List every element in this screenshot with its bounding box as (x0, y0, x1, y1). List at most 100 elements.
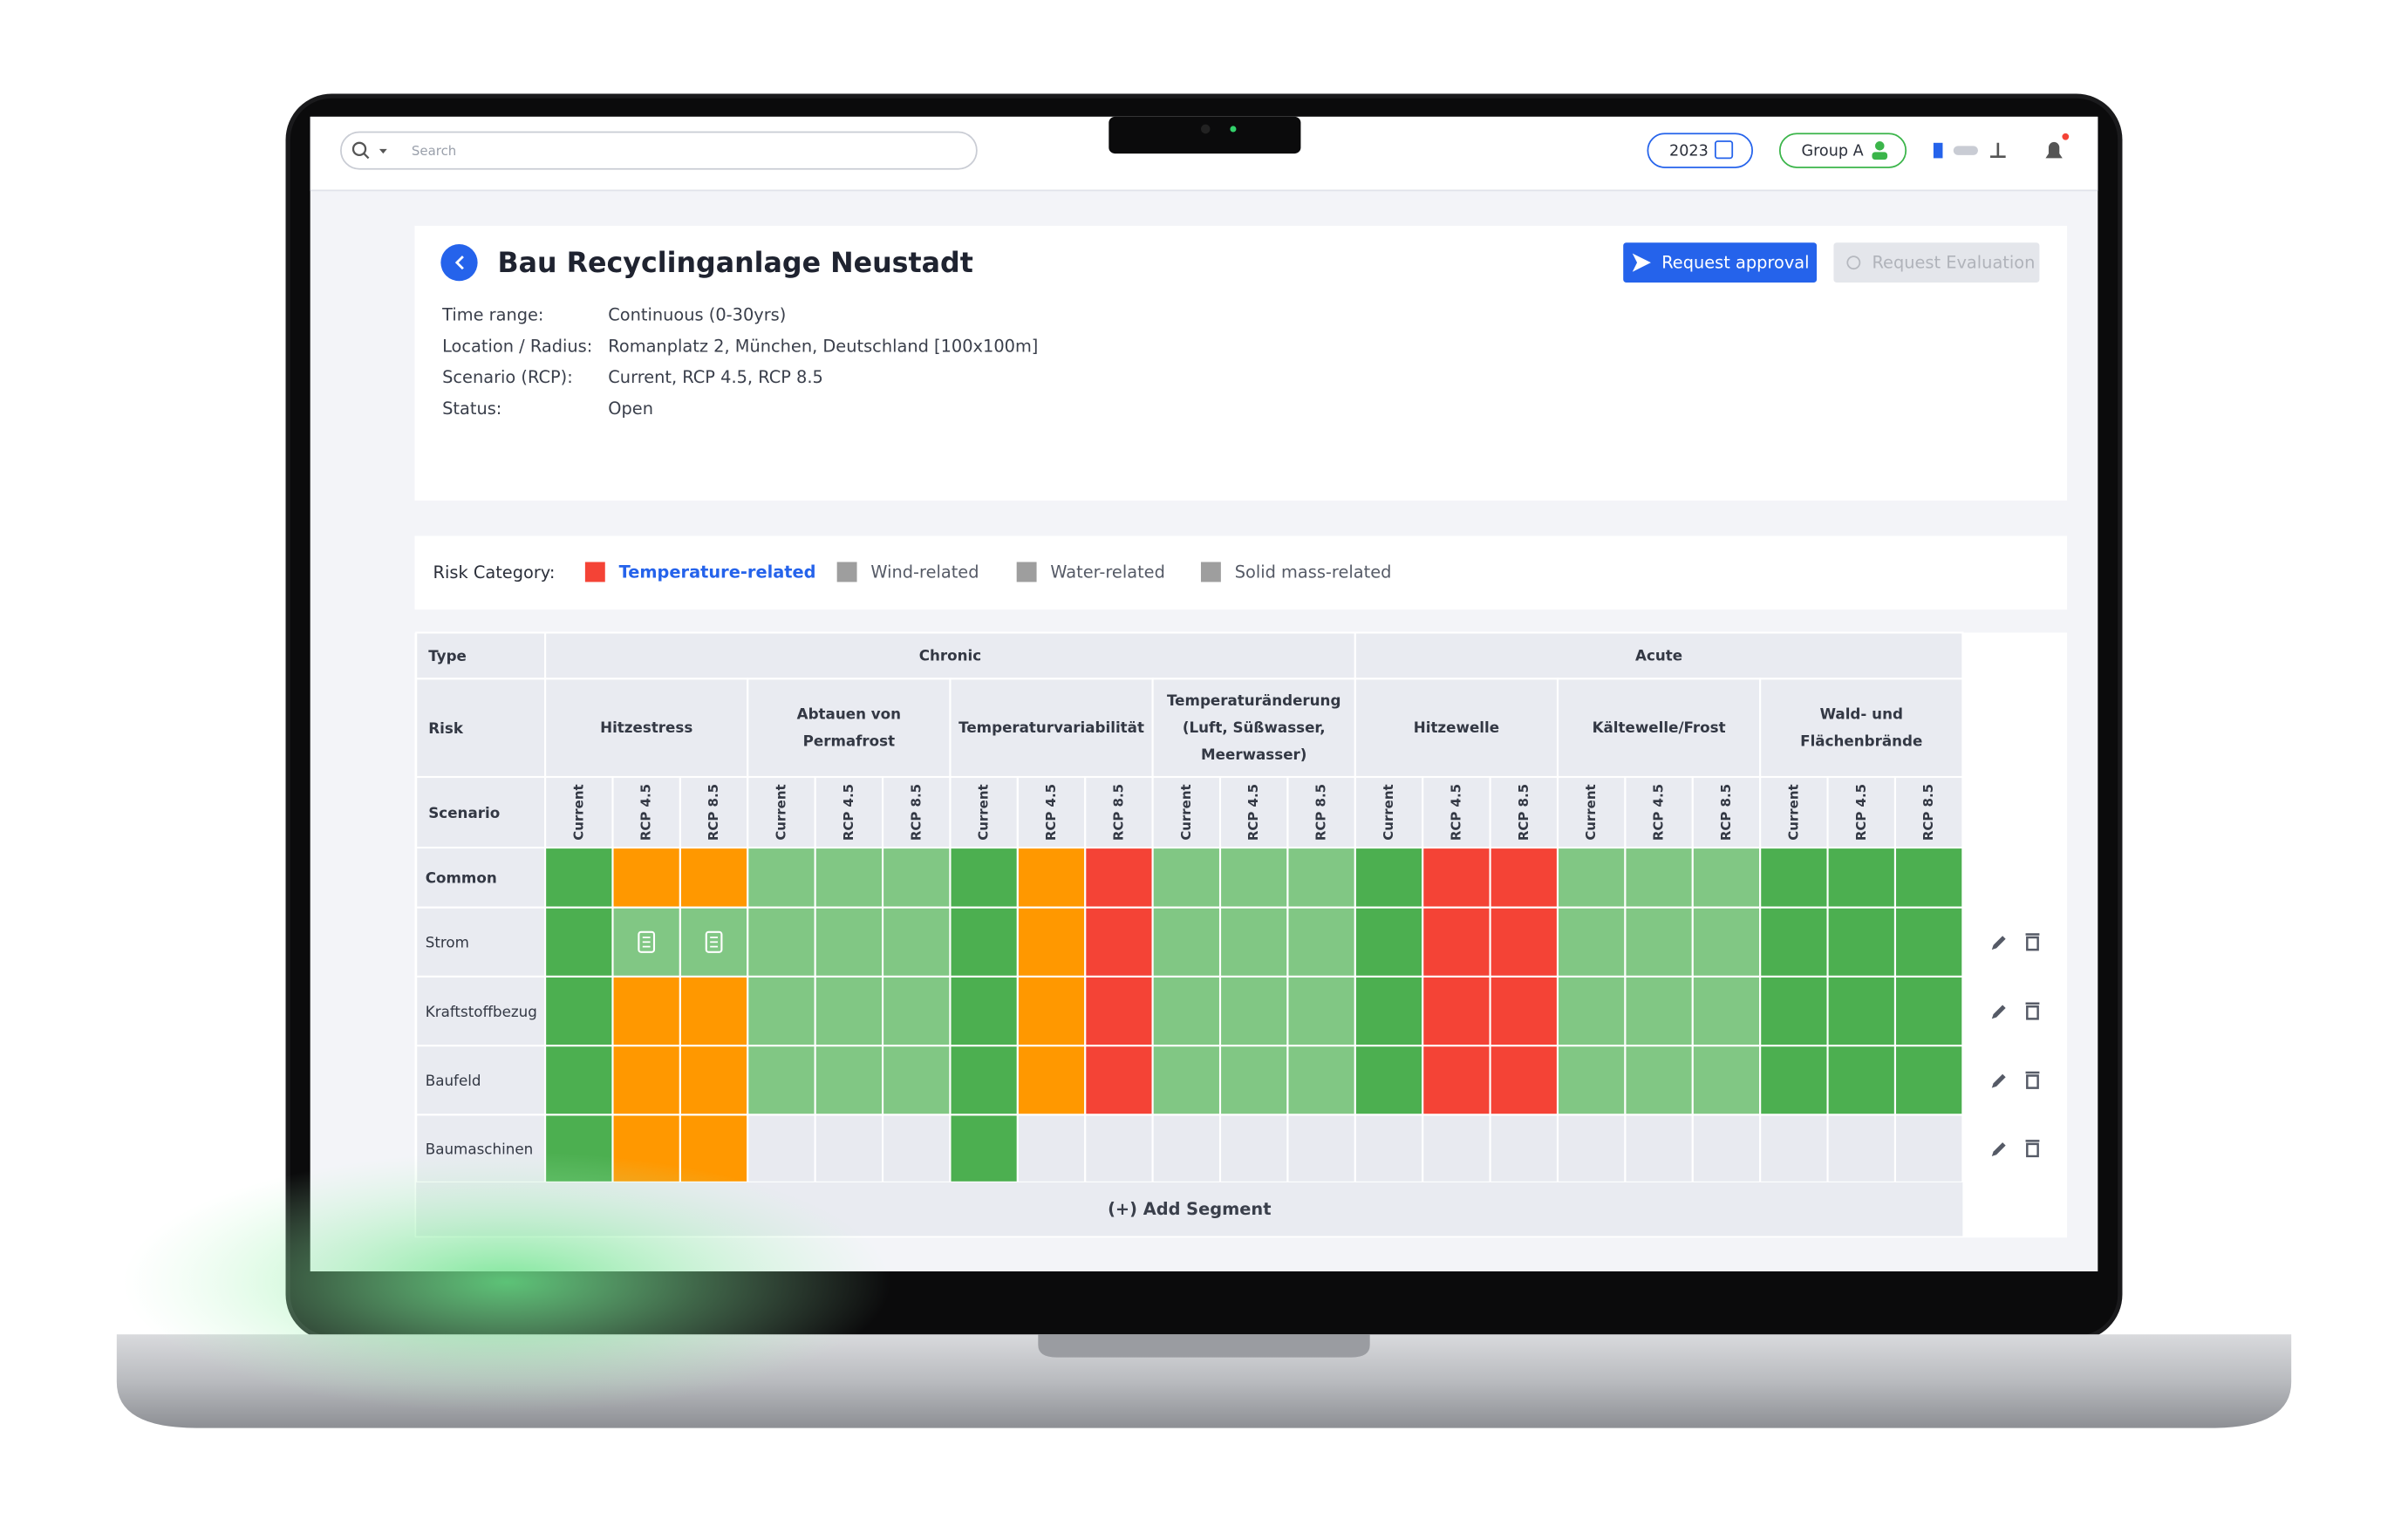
risk-name: (Luft, Süßwasser, (1183, 719, 1326, 736)
delete-icon[interactable] (2025, 1140, 2040, 1158)
risk-cell (1016, 975, 1087, 1047)
scenario-name: RCP 4.5 (1043, 784, 1059, 841)
risk-cell (1826, 846, 1897, 909)
bell-icon[interactable] (2045, 141, 2063, 159)
risk-cell (1893, 846, 1964, 909)
note-icon[interactable] (638, 930, 656, 953)
risk-cell (679, 975, 749, 1047)
scenario-header (1624, 775, 1694, 849)
risk-cell (544, 1045, 614, 1116)
risk-cell (1691, 1114, 1762, 1183)
risk-cell (949, 846, 1019, 909)
note-icon[interactable] (705, 930, 723, 953)
edit-icon[interactable] (1991, 1142, 2006, 1156)
scenario-name: Current (773, 784, 788, 840)
risk-cell (1286, 1045, 1356, 1116)
risk-cell (747, 1045, 816, 1116)
risk-cell (1691, 906, 1762, 978)
risk-cell (1759, 906, 1829, 978)
risk-cell (949, 975, 1019, 1047)
scenario-name: Current (1785, 784, 1801, 840)
calendar-icon (1714, 140, 1734, 160)
risk-cell (1218, 846, 1289, 909)
scenario-name: RCP 4.5 (638, 784, 654, 841)
detail-value: Continuous (0-30yrs) (608, 304, 786, 324)
camera-notch (1108, 116, 1301, 154)
risk-cell (1084, 975, 1154, 1047)
risk-cell (1826, 1114, 1897, 1183)
category-swatch[interactable] (1016, 562, 1037, 582)
search-box[interactable] (340, 131, 978, 170)
add-segment[interactable]: (+) Add Segment (1108, 1199, 1271, 1219)
row-header (415, 975, 547, 1047)
camera (1200, 124, 1211, 134)
edit-icon[interactable] (1991, 1005, 2006, 1019)
glow (122, 1151, 891, 1414)
risk-cell (1084, 1114, 1154, 1183)
search-icon (351, 141, 367, 157)
risk-cell (882, 1114, 952, 1183)
category-swatch[interactable] (1200, 562, 1221, 582)
risk-cell (611, 846, 681, 909)
scenario-header (1084, 775, 1154, 849)
search-icon (363, 153, 370, 160)
scenario-name: RCP 8.5 (1920, 784, 1936, 841)
delete-icon[interactable] (2025, 933, 2040, 951)
risk-cell (544, 975, 614, 1047)
category-name[interactable]: Temperature-related (619, 562, 816, 582)
risk-cell (1084, 1045, 1154, 1116)
risk-cell (1151, 975, 1222, 1047)
risk-cell (1084, 846, 1154, 909)
risk-cell (1826, 1045, 1897, 1116)
risk-cell (1286, 846, 1356, 909)
scenario-name: RCP 4.5 (1448, 784, 1463, 841)
risk-cell (1556, 906, 1627, 978)
back-arrow (454, 255, 464, 270)
request-approval-button[interactable] (1623, 242, 1818, 283)
risk-name: Flächenbrände (1800, 732, 1922, 749)
hierarchy-icon[interactable] (1990, 142, 2006, 158)
risk-cell (1422, 1114, 1491, 1183)
header-cell (415, 775, 547, 849)
scenario-header (1826, 775, 1897, 849)
scenario-header (949, 775, 1019, 849)
scenario-name: Current (976, 784, 992, 840)
delete-icon[interactable] (2025, 1071, 2040, 1089)
group-icon (1872, 152, 1888, 160)
delete-icon[interactable] (2025, 1002, 2040, 1020)
risk-name: Temperaturänderung (1167, 691, 1340, 709)
category-name[interactable]: Water-related (1050, 562, 1164, 582)
category-swatch[interactable] (836, 562, 857, 582)
risk-name: Temperaturvariabilität (958, 719, 1144, 736)
risk-cell (1489, 975, 1559, 1047)
category-swatch[interactable] (584, 562, 605, 582)
segment-name: Kraftstoffbezug (426, 1003, 537, 1020)
toggle-icon[interactable] (1953, 146, 1978, 155)
request-approval-label: Request approval (1661, 253, 1809, 273)
category-name[interactable]: Solid mass-related (1235, 562, 1392, 582)
header-label: Risk (428, 719, 464, 737)
scenario-name: Current (1583, 784, 1599, 840)
risk-filter-label: Risk Category: (433, 562, 556, 582)
back-button[interactable] (440, 244, 478, 282)
risk-cell (1691, 846, 1762, 909)
risk-cell (1151, 846, 1222, 909)
risk-cell (1016, 1045, 1087, 1116)
edit-icon[interactable] (1991, 936, 2006, 950)
risk-cell (1489, 846, 1559, 909)
scenario-header (1354, 775, 1424, 849)
request-evaluation-button[interactable] (1833, 242, 2040, 283)
risk-cell (747, 846, 816, 909)
edit-icon[interactable] (1991, 1073, 2006, 1088)
bookmark-icon[interactable] (1933, 142, 1943, 159)
notification-dot (2062, 133, 2070, 140)
scenario-name: RCP 8.5 (1718, 784, 1734, 841)
risk-cell (949, 1045, 1019, 1116)
risk-cell (949, 906, 1019, 978)
category-name[interactable]: Wind-related (870, 562, 979, 582)
risk-cell (882, 906, 952, 978)
risk-cell (1354, 1045, 1424, 1116)
scenario-name: Current (570, 784, 586, 840)
risk-cell (1826, 906, 1897, 978)
